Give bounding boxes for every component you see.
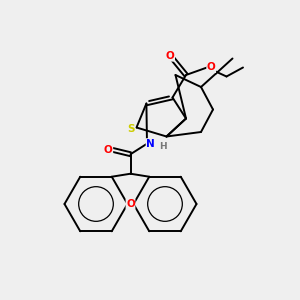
Text: O: O bbox=[126, 199, 135, 209]
Text: S: S bbox=[127, 124, 135, 134]
Text: O: O bbox=[104, 145, 113, 155]
Text: N: N bbox=[146, 139, 155, 149]
Text: O: O bbox=[166, 51, 175, 61]
Text: O: O bbox=[207, 62, 216, 73]
Text: H: H bbox=[159, 142, 167, 151]
